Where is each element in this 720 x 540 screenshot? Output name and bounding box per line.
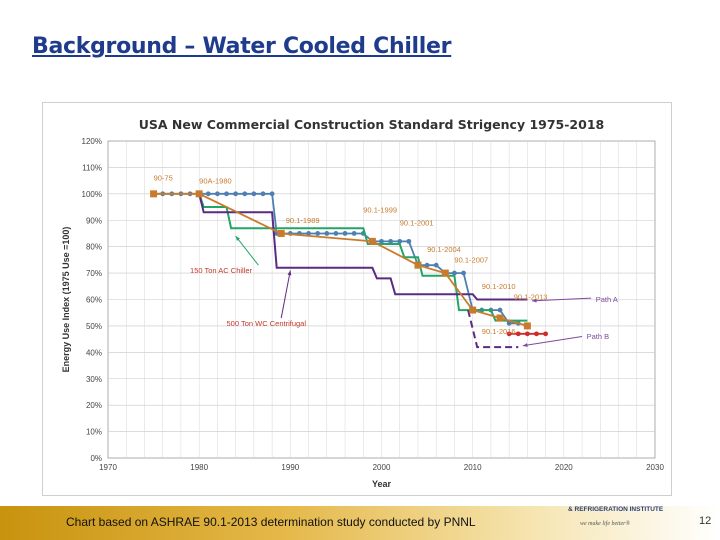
annotation-label: Path A <box>596 295 618 304</box>
series-point-0 <box>406 238 412 244</box>
annotation-label: 90.1-2016 <box>482 327 516 336</box>
series-point-0 <box>233 191 239 197</box>
arrow-wc-centrifugal <box>280 270 291 319</box>
series-point-4 <box>496 314 504 322</box>
series-point-0 <box>497 307 503 313</box>
series-point-4 <box>469 306 477 314</box>
series-point-0 <box>452 270 457 276</box>
annotation-label: 90.1-1999 <box>363 205 397 214</box>
x-tick-label: 2010 <box>464 463 482 472</box>
energy-use-chart: 0% 10% 20% 30% 40% 50% 60% 70% 80% 90% 100% 110% 120… <box>61 117 664 489</box>
series-point-4 <box>150 190 158 198</box>
arrow-path-a <box>531 297 592 302</box>
series-point-4 <box>414 261 422 269</box>
series-point-0 <box>315 231 321 236</box>
footer-bar <box>0 506 720 540</box>
y-tick-label: 70% <box>86 269 102 278</box>
annotation-label: Path B <box>587 332 610 341</box>
y-tick-label: 40% <box>86 348 102 357</box>
annotation-label: 90.1-2004 <box>427 245 461 254</box>
y-tick-label: 100% <box>82 190 102 199</box>
series-point-5 <box>534 331 539 337</box>
y-tick-label: 110% <box>82 163 102 172</box>
series-point-0 <box>461 270 466 276</box>
y-tick-label: 30% <box>86 375 102 384</box>
org-tagline: we make life better® <box>580 521 631 527</box>
series-point-5 <box>543 331 548 337</box>
series-point-0 <box>242 191 248 197</box>
annotation-label: 90A-1980 <box>199 176 232 185</box>
y-tick-label: 90% <box>86 216 102 225</box>
series-point-0 <box>215 191 220 197</box>
annotation-label: 90.1-2007 <box>454 256 488 265</box>
series-point-0 <box>269 191 275 197</box>
annotation-label: 90-75 <box>154 174 173 183</box>
arrow-path-a-head <box>531 298 537 303</box>
annotation-label: 500 Ton WC Centrifugal <box>227 319 307 328</box>
page-number: 12 <box>699 515 712 527</box>
chart-title: USA New Commercial Construction Standard… <box>139 117 604 132</box>
slide-title: Background – Water Cooled Chiller <box>32 34 452 59</box>
series-point-0 <box>224 191 229 197</box>
series-point-4 <box>368 237 376 245</box>
annotation-label: 150 Ton AC Chiller <box>190 266 252 275</box>
series-point-0 <box>433 262 439 268</box>
annotation-label: 90.1-1989 <box>286 216 320 225</box>
y-tick-label: 20% <box>86 401 102 410</box>
arrow-ac-chiller-head <box>235 236 241 241</box>
y-tick-label: 10% <box>86 428 102 437</box>
series-point-0 <box>379 238 384 244</box>
y-tick-label: 0% <box>90 454 102 463</box>
annotation-label: 90.1-2013 <box>514 293 548 302</box>
y-tick-label: 80% <box>86 243 102 252</box>
arrow-path-b <box>522 335 583 347</box>
y-axis-label: Energy Use Index (1975 Use =100) <box>61 227 71 373</box>
series-point-4 <box>441 269 449 277</box>
series-point-0 <box>205 191 211 197</box>
series-point-4 <box>195 190 203 198</box>
chart-frame: 0% 10% 20% 30% 40% 50% 60% 70% 80% 90% 100% 110% 120… <box>42 102 672 496</box>
series-point-4 <box>523 322 531 330</box>
arrow-ac-chiller <box>235 235 259 266</box>
series-point-0 <box>306 231 311 236</box>
series-point-0 <box>324 231 330 236</box>
series-point-5 <box>515 331 521 337</box>
arrow-wc-centrifugal-head <box>287 270 292 276</box>
footer-caption: Chart based on ASHRAE 90.1-2013 determin… <box>66 515 476 529</box>
series-point-4 <box>277 229 285 237</box>
series-point-0 <box>397 238 403 244</box>
series-point-0 <box>424 262 430 268</box>
series-point-5 <box>506 331 512 337</box>
series-point-0 <box>260 191 266 197</box>
x-axis-label: Year <box>372 479 392 489</box>
x-tick-label: 2030 <box>646 463 664 472</box>
arrow-path-b-head <box>522 343 528 347</box>
series-line-2 <box>198 193 528 301</box>
org-logo-text: & REFRIGERATION INSTITUTE <box>568 506 664 513</box>
series-point-0 <box>342 231 348 236</box>
series-point-0 <box>333 231 339 236</box>
series-point-5 <box>524 331 530 337</box>
annotation-label: 90.1-2010 <box>482 282 516 291</box>
x-tick-label: 1990 <box>281 463 299 472</box>
y-tick-label: 50% <box>86 322 102 331</box>
annotation-label: 90.1-2001 <box>400 219 434 228</box>
x-tick-label: 2000 <box>373 463 391 472</box>
series-line-3 <box>467 309 519 349</box>
x-tick-label: 1970 <box>99 463 117 472</box>
series-point-0 <box>251 191 257 197</box>
y-tick-label: 60% <box>86 296 102 305</box>
series-point-0 <box>506 320 512 326</box>
x-tick-label: 1980 <box>190 463 208 472</box>
y-tick-label: 120% <box>82 137 102 146</box>
series-point-0 <box>388 238 394 244</box>
x-tick-label: 2020 <box>555 463 573 472</box>
series-point-0 <box>351 231 357 236</box>
